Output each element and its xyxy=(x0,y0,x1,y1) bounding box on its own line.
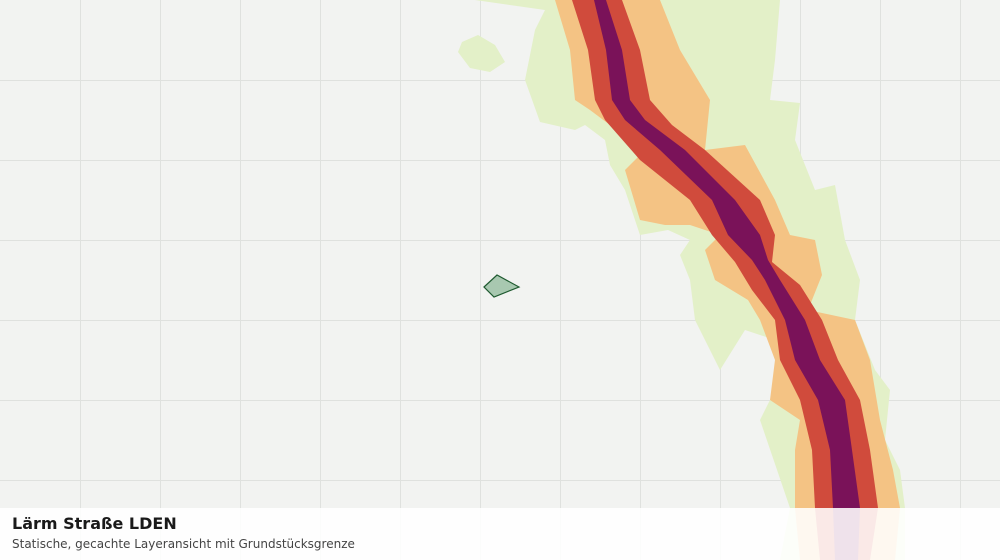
noise-zone-low xyxy=(475,0,905,560)
noise-zone-low xyxy=(458,35,505,72)
layer-subtitle: Statische, gecachte Layeransicht mit Gru… xyxy=(12,537,355,551)
layer-title: Lärm Straße LDEN xyxy=(12,514,177,533)
parcel-boundary xyxy=(483,274,521,298)
noise-zone-very-high xyxy=(594,0,860,560)
legend-panel: Lärm Straße LDEN Statische, gecachte Lay… xyxy=(0,508,1000,560)
